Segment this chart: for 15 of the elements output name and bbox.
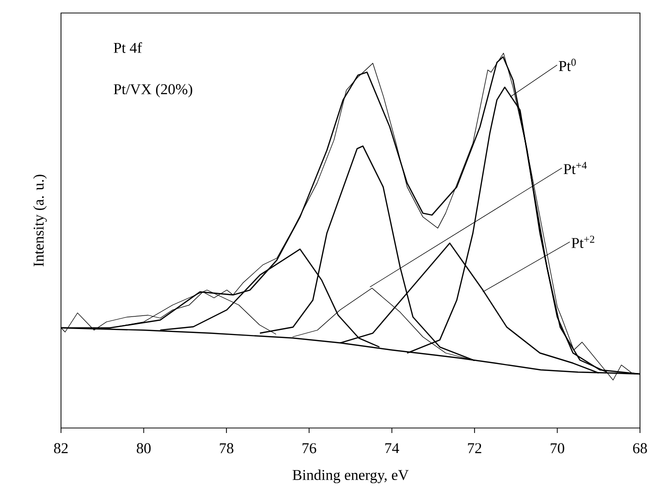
annotation: Pt$^{0}$: [558, 58, 576, 72]
x-axis-title: Binding energy, eV: [292, 470, 409, 484]
x-tick-label: 78: [220, 443, 234, 454]
x-tick-label: 82: [54, 443, 68, 454]
annotation: Pt/VX (20%): [114, 84, 192, 98]
x-tick-label: 68: [633, 443, 647, 454]
x-tick-label: 70: [550, 443, 564, 454]
x-tick-label: 74: [385, 443, 400, 454]
text: Pt 4f: [114, 42, 142, 53]
annotation: Pt$^{+4}$: [564, 162, 587, 174]
annotation: Pt$^{+2}$: [572, 236, 594, 248]
x-tick-label: 76: [302, 443, 316, 454]
x-tick-label: 72: [468, 443, 482, 454]
x-tick-label: 80: [136, 443, 151, 454]
y-axis-title: Intensity (a. u.): [33, 174, 47, 266]
